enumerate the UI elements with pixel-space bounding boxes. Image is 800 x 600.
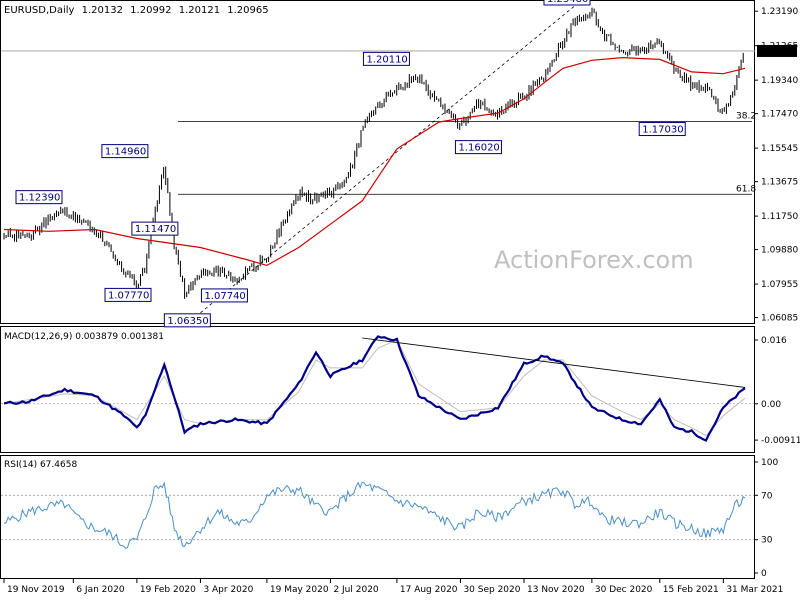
rsi-layer [1,481,755,550]
date-tick-label: 3 Apr 2020 [203,585,253,595]
date-tick-label: 19 Nov 2019 [7,585,65,595]
price-tick-label: 1.19340 [761,76,798,86]
ohlc-close: 1.20965 [227,5,268,16]
fib-label: 38.2 [736,112,756,122]
rsi-tick-label: 30 [761,536,773,546]
price-label-box [200,288,248,303]
macd-tick-label: 0.00 [761,400,781,410]
price-label: 1.11470 [135,224,176,235]
price-label: 1.23480 [547,0,588,5]
macd-tick-label: 0.016 [761,336,787,346]
price-label-box [131,221,179,236]
price-tick-label: 1.07955 [761,280,798,290]
chart-title: EURUSD,Daily [4,5,75,16]
current-price-text: 1.20965 [759,47,796,57]
watermark: ActionForex.com [494,246,694,274]
current-price-box [757,44,797,57]
price-label-box [104,287,152,302]
date-tick-label: 13 Nov 2020 [527,585,585,595]
price-label-box [362,51,410,66]
macd-layer [1,335,755,442]
price-tick-label: 1.11750 [761,212,798,222]
ohlc-high: 1.20992 [130,5,171,16]
fib-label: 61.8 [736,184,756,194]
price-tick-label: 1.23190 [761,7,798,17]
macd-title: MACD(12,26,9) 0.003879 0.001381 [4,332,164,342]
price-label-box [15,190,63,205]
date-tick-label: 2 Jul 2020 [333,585,378,595]
rsi-title: RSI(14) 67.4658 [4,460,77,470]
price-label: 1.06350 [167,316,208,327]
date-tick-label: 19 May 2020 [270,585,329,595]
price-label: 1.20110 [366,54,407,65]
price-pane [0,0,755,324]
rsi-pane [0,455,755,579]
price-tick-label: 1.09880 [761,246,798,256]
axis-layer: 1.231901.212651.193401.174701.155451.136… [3,7,800,595]
price-label: 1.14960 [105,147,146,158]
rsi-tick-label: 70 [761,491,773,501]
price-label-box [163,313,211,328]
rsi-tick-label: 100 [761,458,778,468]
price-label: 1.07770 [108,290,149,301]
macd-main-line [3,335,746,442]
date-tick-label: 30 Dec 2020 [595,585,653,595]
price-label: 1.12390 [19,193,60,204]
date-tick-label: 6 Jan 2020 [76,585,124,595]
price-label-box [638,122,686,137]
price-label: 1.16020 [458,143,499,154]
rsi-tick-label: 0 [761,569,767,579]
price-tick-label: 1.15545 [761,144,798,154]
price-tick-label: 1.06085 [761,314,798,324]
date-tick-label: 15 Feb 2021 [663,585,719,595]
ohlc-low: 1.20121 [179,5,220,16]
date-tick-label: 30 Sep 2020 [463,585,520,595]
price-label-box [101,144,149,159]
ohlc-open: 1.20132 [82,5,123,16]
date-tick-label: 17 Aug 2020 [400,585,458,595]
price-layer: 38.2 61.8 1.12390 1.14960 1.11470 1.07770 1.06… [1,0,756,328]
chart-header: EURUSD,Daily 1.20132 1.20992 1.20121 1.2… [4,5,269,16]
moving-average-line [3,56,746,267]
price-label-box [543,0,591,6]
date-tick-label: 31 Mar 2021 [726,585,783,595]
rsi-line [4,481,746,550]
date-tick-label: 19 Feb 2020 [140,585,196,595]
macd-pane [0,326,755,453]
price-tick-label: 1.17470 [761,110,798,120]
macd-trend-line [362,337,746,388]
price-tick-label: 1.13675 [761,178,798,188]
macd-signal-line [3,339,746,437]
price-label: 1.17030 [642,125,683,136]
price-label: 1.07740 [204,291,245,302]
macd-tick-label: -0.009116 [761,436,800,446]
price-label-box [454,140,502,155]
